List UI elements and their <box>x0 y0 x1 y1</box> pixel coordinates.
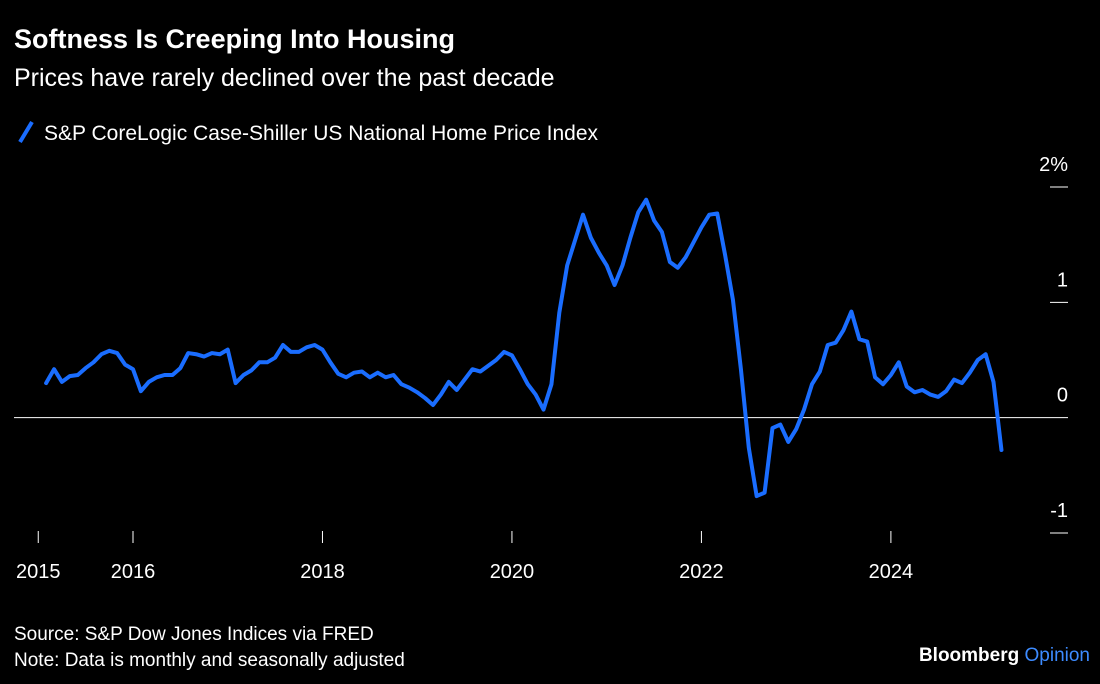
x-tick-label: 2020 <box>490 561 535 583</box>
x-tick-label: 2018 <box>300 561 345 583</box>
credit-section: Opinion <box>1025 645 1091 666</box>
chart-title: Softness Is Creeping Into Housing <box>14 24 455 54</box>
data-note: Note: Data is monthly and seasonally adj… <box>14 650 405 671</box>
x-tick-label: 2022 <box>679 561 724 583</box>
chart-subtitle: Prices have rarely declined over the pas… <box>14 64 555 92</box>
x-tick-label: 2024 <box>869 561 914 583</box>
y-tick-label: 1 <box>1057 269 1068 291</box>
legend-swatch <box>18 120 34 144</box>
source-note: Source: S&P Dow Jones Indices via FRED <box>14 624 374 645</box>
x-tick-label: 2016 <box>111 561 156 583</box>
credit: Bloomberg Opinion <box>919 645 1090 666</box>
x-tick-label: 2015 <box>16 561 61 583</box>
legend-label: S&P CoreLogic Case-Shiller US National H… <box>44 122 599 145</box>
y-tick-label: 2% <box>1039 154 1068 176</box>
y-tick-label: -1 <box>1050 500 1068 522</box>
credit-brand: Bloomberg <box>919 645 1019 666</box>
series-line <box>44 197 1004 499</box>
y-tick-label: 0 <box>1057 385 1068 407</box>
